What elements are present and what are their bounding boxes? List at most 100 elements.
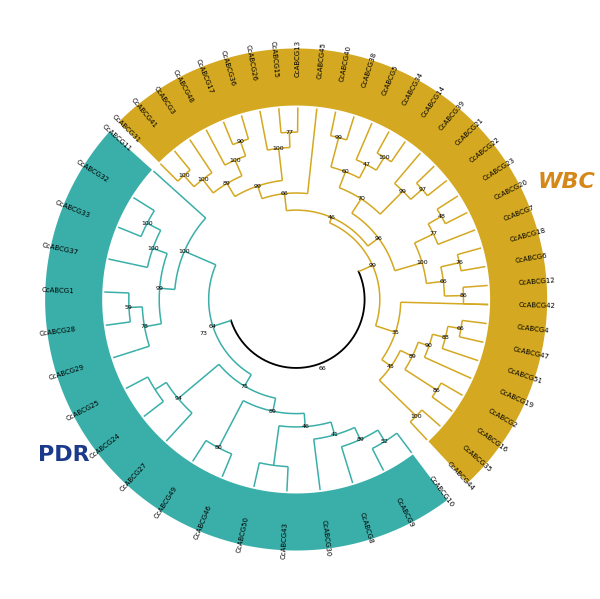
Text: 89: 89	[223, 181, 231, 186]
Text: CcABCG17: CcABCG17	[195, 58, 215, 95]
Text: CcABCG32: CcABCG32	[74, 159, 109, 184]
Text: CcABCG44: CcABCG44	[446, 460, 475, 491]
Text: CcABCG23: CcABCG23	[482, 157, 517, 182]
Text: 89: 89	[269, 409, 277, 414]
Text: 100: 100	[147, 246, 158, 251]
Text: 90: 90	[425, 343, 433, 349]
Text: CcABCG46: CcABCG46	[193, 504, 213, 540]
Text: CcABCG2: CcABCG2	[487, 408, 518, 429]
Text: CcABCG9: CcABCG9	[395, 497, 415, 528]
Text: 66: 66	[457, 326, 465, 331]
Text: CcABCG22: CcABCG22	[469, 137, 502, 164]
Text: 99: 99	[335, 135, 343, 140]
Polygon shape	[119, 49, 547, 483]
Text: 78: 78	[140, 324, 148, 329]
Text: 77: 77	[286, 130, 293, 135]
Text: 86: 86	[433, 388, 441, 392]
Text: CcABCG41: CcABCG41	[130, 97, 158, 129]
Text: CcABCG36: CcABCG36	[219, 50, 236, 87]
Text: CcABCG38: CcABCG38	[361, 51, 377, 88]
Text: CcABCG16: CcABCG16	[475, 426, 509, 453]
Text: CcABCG4: CcABCG4	[517, 325, 550, 334]
Text: 100: 100	[142, 221, 153, 226]
Polygon shape	[45, 132, 447, 550]
Text: CcABCG27: CcABCG27	[119, 461, 148, 493]
Text: CcABCG19: CcABCG19	[498, 388, 534, 409]
Text: CcABCG34: CcABCG34	[401, 71, 424, 106]
Text: 100: 100	[410, 413, 422, 419]
Text: CcABCG13: CcABCG13	[295, 40, 301, 77]
Text: 45: 45	[387, 364, 395, 369]
Text: CcABCG43: CcABCG43	[281, 522, 289, 559]
Text: CcABCG33: CcABCG33	[55, 199, 91, 219]
Text: 99: 99	[254, 183, 262, 189]
Text: 88: 88	[442, 335, 449, 340]
Text: CcABCG39: CcABCG39	[438, 99, 466, 132]
Text: 76: 76	[455, 260, 463, 265]
Text: 73: 73	[199, 331, 207, 335]
Text: CcABCG5: CcABCG5	[381, 64, 400, 96]
Text: PDR: PDR	[38, 446, 90, 465]
Text: CcABCG25: CcABCG25	[65, 400, 100, 422]
Text: 66: 66	[281, 191, 289, 196]
Text: CcABCG29: CcABCG29	[48, 364, 85, 381]
Text: CcABCG24: CcABCG24	[89, 432, 122, 460]
Text: 100: 100	[416, 260, 428, 265]
Text: CcABCG10: CcABCG10	[428, 476, 455, 509]
Text: CcABCG20: CcABCG20	[493, 179, 529, 201]
Text: 66: 66	[439, 279, 447, 284]
Text: CcABCG40: CcABCG40	[339, 45, 352, 83]
Text: CcABCG3: CcABCG3	[152, 86, 175, 116]
Text: 46: 46	[301, 424, 309, 429]
Text: 90: 90	[236, 139, 244, 144]
Text: CcABCG28: CcABCG28	[38, 326, 76, 337]
Text: 100: 100	[379, 155, 390, 160]
Text: 47: 47	[362, 162, 370, 167]
Text: 99: 99	[368, 263, 377, 268]
Text: 75: 75	[241, 383, 248, 389]
Text: 89: 89	[356, 437, 364, 442]
Text: 100: 100	[179, 249, 190, 254]
Text: CcABCG45: CcABCG45	[317, 41, 327, 78]
Text: CcABCG7: CcABCG7	[502, 204, 535, 222]
Text: 89: 89	[409, 354, 416, 359]
Text: 60: 60	[341, 170, 349, 174]
Text: CcABCG6: CcABCG6	[515, 253, 548, 264]
Text: 35: 35	[392, 330, 400, 335]
Text: 80: 80	[215, 445, 223, 450]
Text: 66: 66	[319, 366, 326, 371]
Text: 99: 99	[155, 286, 164, 291]
Text: CcABCG35: CcABCG35	[461, 444, 493, 473]
Text: 46: 46	[328, 215, 336, 220]
Text: 70: 70	[357, 196, 365, 201]
Text: CcABCG21: CcABCG21	[454, 117, 485, 147]
Text: CcABCG51: CcABCG51	[506, 367, 543, 385]
Text: CcABCG47: CcABCG47	[512, 346, 550, 360]
Text: CcABCG11: CcABCG11	[101, 123, 133, 153]
Text: 99: 99	[399, 189, 407, 193]
Text: 96: 96	[374, 235, 382, 241]
Text: 100: 100	[229, 158, 241, 163]
Text: 94: 94	[174, 396, 182, 401]
Text: CcABCG50: CcABCG50	[236, 516, 250, 553]
Text: CcABCG48: CcABCG48	[172, 69, 194, 104]
Text: 59: 59	[125, 305, 133, 310]
Text: 97: 97	[418, 187, 426, 192]
Text: 100: 100	[273, 146, 284, 151]
Text: CcABCG18: CcABCG18	[509, 227, 547, 243]
Text: CcABCG31: CcABCG31	[110, 114, 141, 144]
Text: 41: 41	[331, 432, 338, 437]
Text: 48: 48	[437, 214, 445, 219]
Text: CcABCG49: CcABCG49	[154, 485, 179, 520]
Text: 64: 64	[209, 324, 217, 329]
Text: CcABCG42: CcABCG42	[518, 302, 556, 309]
Text: CcABCG37: CcABCG37	[42, 242, 79, 256]
Text: 100: 100	[197, 177, 209, 182]
Text: CcABCG12: CcABCG12	[518, 277, 555, 286]
Text: CcABCG14: CcABCG14	[420, 84, 446, 118]
Text: 86: 86	[460, 293, 467, 298]
Text: WBC: WBC	[537, 171, 595, 192]
Text: 100: 100	[178, 173, 190, 178]
Text: 52: 52	[381, 439, 389, 444]
Text: CcABCG1: CcABCG1	[41, 286, 74, 294]
